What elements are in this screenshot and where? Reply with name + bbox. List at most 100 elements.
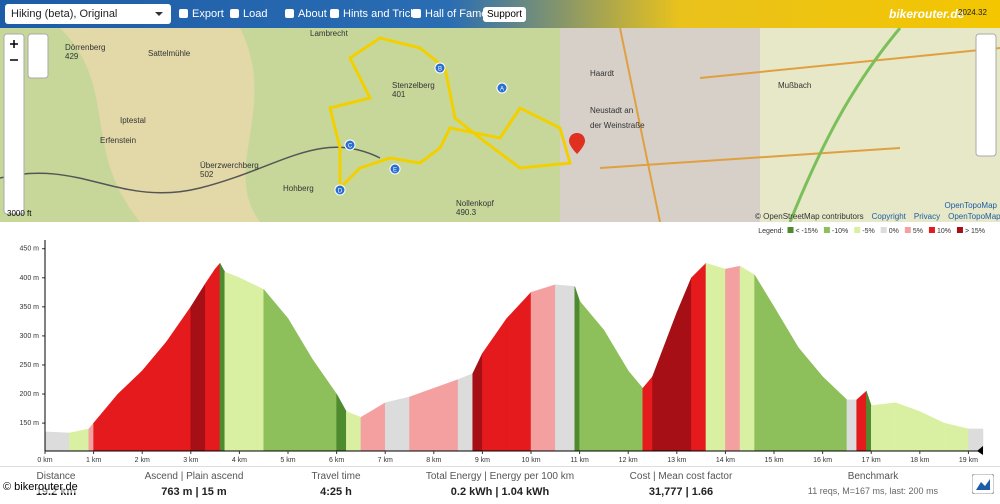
elevation-segment <box>919 411 945 452</box>
map-label: Erfenstein <box>100 136 136 145</box>
legend-swatch <box>854 227 861 233</box>
elevation-segment <box>205 268 216 452</box>
elevation-segment <box>725 265 741 452</box>
elevation-segment <box>346 411 362 452</box>
elevation-segment <box>856 390 867 452</box>
map-label: Sattelmühle <box>148 49 191 58</box>
legend-swatch <box>823 227 830 233</box>
about-button[interactable]: About <box>285 8 327 20</box>
stat: Travel time 4:25 h <box>256 471 416 498</box>
elevation-segment <box>895 402 921 452</box>
elevation-segment <box>263 288 289 452</box>
elevation-segment <box>239 277 264 452</box>
x-tick-label: 10 km <box>521 457 540 464</box>
x-tick-label: 5 km <box>280 457 295 464</box>
elevation-segment <box>530 284 556 452</box>
elevation-segment <box>866 391 872 452</box>
legend-swatch <box>787 227 794 233</box>
y-tick-label: 150 m <box>20 420 40 427</box>
stat-label: Benchmark <box>847 471 899 482</box>
waypoint-label: B <box>438 67 442 73</box>
attribution: © OpenStreetMap contributors <box>755 212 864 221</box>
stat-label: Cost | Mean cost factor <box>629 471 733 482</box>
stats-bar: Distance19.2 kmAscend | Plain ascend763 … <box>0 466 1000 504</box>
elevation-segment <box>870 402 896 452</box>
elevation-segment <box>141 341 167 452</box>
elevation-segment <box>579 300 605 452</box>
legend-label: 5% <box>913 228 923 235</box>
waypoint-marker <box>496 82 508 94</box>
elevation-segment <box>93 393 119 452</box>
map-label: Stenzelberg 401 <box>392 81 435 99</box>
x-tick-label: 16 km <box>813 457 832 464</box>
elevation-segment <box>384 396 410 452</box>
elevation-segment <box>555 284 576 452</box>
elevation-segment <box>360 408 376 452</box>
map-label: Lambrecht <box>310 29 349 38</box>
x-tick-label: 2 km <box>135 457 150 464</box>
x-tick-label: 4 km <box>232 457 247 464</box>
stat-label: Travel time <box>311 471 361 482</box>
end-marker <box>977 446 983 455</box>
elevation-segment <box>457 373 473 452</box>
elevation-segment <box>433 379 459 452</box>
waypoint-marker <box>334 184 346 196</box>
x-tick-label: 0 km <box>37 457 52 464</box>
elevation-segment <box>754 273 775 452</box>
logo[interactable]: bikerouter.de <box>889 7 965 21</box>
attribution: Privacy <box>914 212 940 221</box>
legend-swatch <box>880 227 887 233</box>
hall-of-fame-button[interactable]: Hall of Fame <box>412 8 487 20</box>
version: 2024.32 <box>958 8 987 17</box>
x-tick-label: 8 km <box>426 457 441 464</box>
stat-label: Distance <box>36 471 76 482</box>
support-button[interactable]: Support <box>483 7 527 22</box>
x-tick-label: 15 km <box>764 457 783 464</box>
elevation-segment <box>798 346 823 452</box>
legend-swatch <box>904 227 911 233</box>
elevation-segment <box>506 291 532 452</box>
elevation-segment <box>822 376 848 452</box>
stat-value: 11 reqs, M=167 ms, last: 200 ms <box>807 486 939 496</box>
x-tick-label: 1 km <box>86 457 101 464</box>
elevation-segment <box>846 399 857 452</box>
elevation-segment <box>968 428 984 452</box>
elevation-segment <box>603 329 629 452</box>
legend-label: 10% <box>937 228 951 235</box>
x-tick-label: 7 km <box>378 457 393 464</box>
export-button[interactable]: Export <box>179 8 224 20</box>
stat: Benchmark 11 reqs, M=167 ms, last: 200 ms <box>793 471 953 496</box>
elevation-segment <box>219 262 226 452</box>
elevation-segment <box>691 262 707 452</box>
map-label: Neustadt an der Weinstraße <box>590 106 645 130</box>
chart-toggle[interactable] <box>972 474 994 494</box>
profile-select[interactable]: Hiking (beta), Original <box>5 4 171 24</box>
elevation-segment <box>336 393 347 452</box>
waypoint-label: E <box>393 168 397 174</box>
load-button[interactable]: Load <box>230 8 267 20</box>
elevation-segment <box>482 317 507 452</box>
stat-label: Total Energy | Energy per 100 km <box>425 471 575 482</box>
top-bar: Hiking (beta), Original Export Load Abou… <box>0 0 1000 28</box>
x-tick-label: 6 km <box>329 457 344 464</box>
elevation-segment <box>676 277 692 452</box>
x-tick-label: 17 km <box>862 457 881 464</box>
legend-label: < -15% <box>796 228 818 235</box>
waypoint-label: A <box>500 87 504 93</box>
elevation-segment <box>705 262 726 452</box>
stat-value: 0.2 kWh | 1.04 kWh <box>450 486 550 498</box>
hints-button[interactable]: Hints and Tricks <box>330 8 421 20</box>
elevation-segment <box>214 262 221 452</box>
map-label: Mußbach <box>778 81 811 90</box>
elevation-segment <box>190 282 206 452</box>
elevation-segment <box>652 312 678 452</box>
elevation-segment <box>287 317 313 452</box>
elevation-segment <box>224 271 240 452</box>
copyright: © bikerouter.de <box>3 481 78 493</box>
elevation-segment <box>88 422 94 452</box>
x-tick-label: 12 km <box>619 457 638 464</box>
elevation-segment <box>69 428 89 452</box>
map[interactable]: Lambrecht Dörrenberg 429 Sattelmühle Iptesta… <box>0 28 1000 222</box>
waypoint-label: D <box>338 189 343 195</box>
waypoint-label: C <box>348 144 353 150</box>
